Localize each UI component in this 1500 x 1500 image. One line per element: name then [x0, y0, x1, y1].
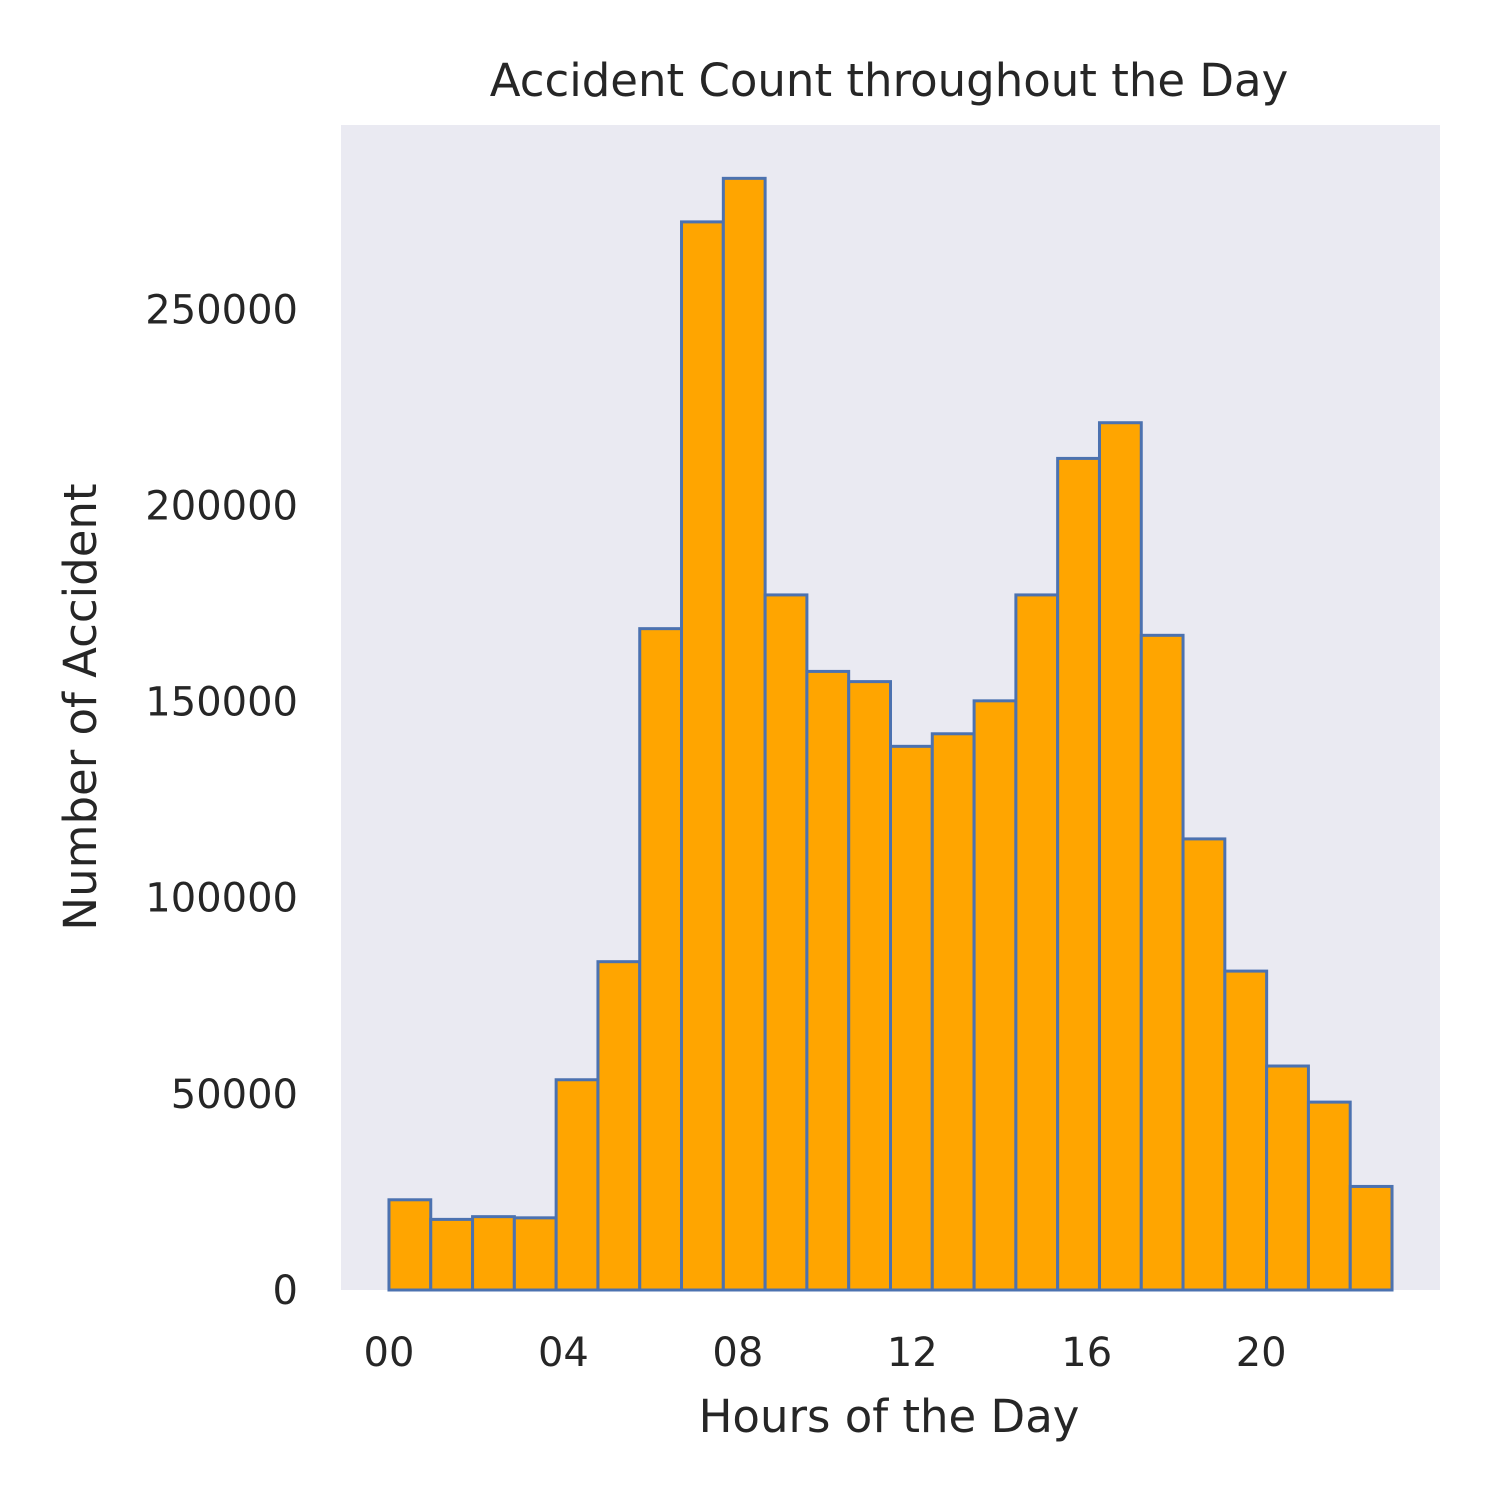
histogram-bar — [889, 744, 934, 1292]
y-axis-label: Number of Accident — [54, 483, 107, 930]
y-tick-label: 250000 — [145, 287, 298, 333]
histogram-bar — [387, 1198, 433, 1292]
x-tick-label: 20 — [1236, 1330, 1287, 1376]
y-tick-label: 0 — [273, 1268, 298, 1314]
x-tick-label: 16 — [1061, 1330, 1112, 1376]
histogram-bar — [805, 669, 851, 1292]
histogram-bar — [1223, 969, 1269, 1292]
histogram-bar — [972, 699, 1018, 1292]
histogram-bar — [512, 1216, 558, 1292]
histogram-bar — [1306, 1100, 1352, 1292]
x-tick-label: 08 — [712, 1330, 763, 1376]
histogram-bar — [763, 593, 809, 1292]
y-tick-label: 150000 — [145, 680, 298, 726]
histogram-bar — [930, 732, 976, 1292]
histogram-bar — [554, 1078, 600, 1292]
histogram-bar — [638, 627, 684, 1292]
histogram-bar — [1348, 1184, 1394, 1292]
x-axis-ticks: 00 04 08 12 16 20 — [364, 1330, 1287, 1376]
histogram-bar — [1056, 456, 1101, 1292]
histogram-bar — [847, 680, 893, 1292]
chart-title: Accident Count throughout the Day — [490, 54, 1288, 107]
histogram-bar — [1265, 1064, 1310, 1292]
histogram-bar — [596, 960, 642, 1292]
x-tick-label: 12 — [887, 1330, 938, 1376]
histogram-bar — [680, 220, 725, 1292]
histogram-bar — [721, 176, 767, 1292]
bars-group — [387, 176, 1394, 1292]
x-tick-label: 00 — [364, 1330, 415, 1376]
histogram-bar — [1014, 593, 1060, 1292]
histogram-bar — [1181, 837, 1227, 1292]
y-tick-label: 200000 — [145, 483, 298, 529]
histogram-bar — [429, 1217, 475, 1292]
histogram-bar — [1097, 421, 1143, 1292]
histogram-bar — [1139, 633, 1185, 1292]
y-tick-label: 100000 — [145, 876, 298, 922]
x-tick-label: 04 — [538, 1330, 589, 1376]
histogram-bar — [471, 1215, 516, 1292]
y-tick-label: 50000 — [171, 1072, 298, 1118]
x-axis-label: Hours of the Day — [699, 1390, 1080, 1443]
y-axis-ticks: 0 50000 100000 150000 200000 250000 — [145, 287, 298, 1314]
